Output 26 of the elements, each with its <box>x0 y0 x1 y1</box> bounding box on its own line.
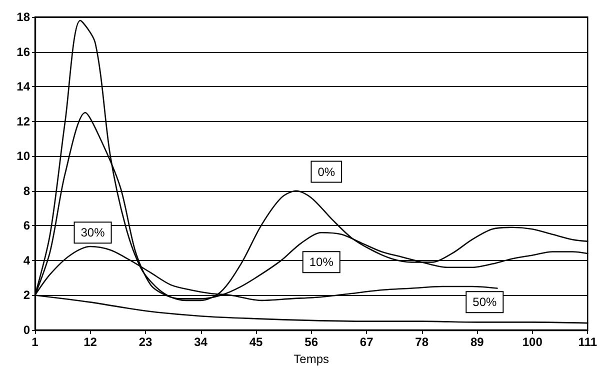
x-tick-label: 67 <box>360 335 374 349</box>
annotation: 10% <box>309 255 334 270</box>
x-tick-label: 78 <box>415 335 429 349</box>
x-tick-label: 89 <box>470 335 484 349</box>
y-tick-label: 4 <box>23 253 30 268</box>
annotation: 50% <box>472 295 497 310</box>
x-tick-label: 45 <box>249 335 264 349</box>
x-tick-label: 1 <box>32 335 39 349</box>
y-tick-label: 12 <box>16 114 30 128</box>
y-tick-label: 6 <box>23 218 30 233</box>
y-tick-label: 8 <box>23 184 30 198</box>
y-tick-label: 0 <box>23 323 30 337</box>
annotation: 0% <box>318 164 336 179</box>
y-tick-label: 14 <box>16 80 30 94</box>
x-tick-label: 23 <box>138 335 153 349</box>
y-tick-label: 2 <box>23 288 30 302</box>
y-tick-label: 18 <box>16 10 30 24</box>
y-tick-label: 16 <box>16 44 30 59</box>
x-tick-label: 12 <box>84 335 98 349</box>
x-tick-label: 100 <box>522 335 543 349</box>
annotation: 30% <box>80 226 106 240</box>
x-axis-title: Temps <box>294 352 329 366</box>
x-tick-label: 34 <box>194 335 208 349</box>
x-tick-label: 56 <box>304 335 318 349</box>
x-tick-label: 111 <box>578 335 598 349</box>
y-tick-label: 10 <box>16 149 30 164</box>
